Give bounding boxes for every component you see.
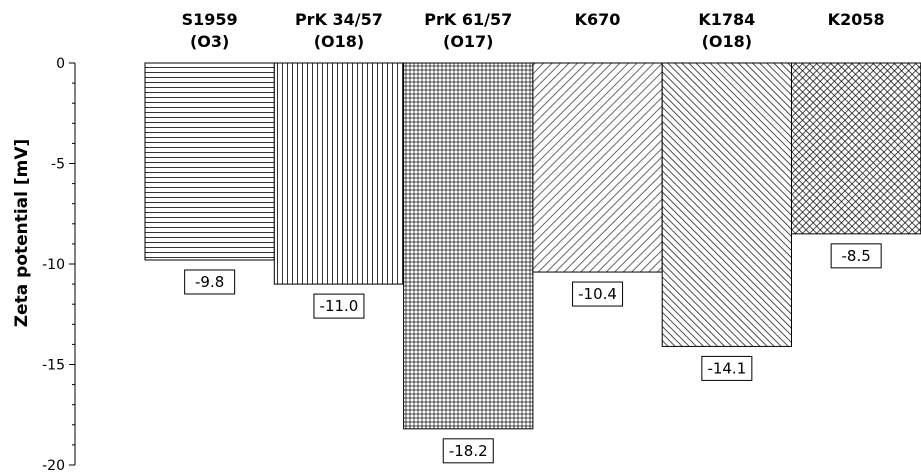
y-tick-label: -5 <box>51 157 65 173</box>
bar <box>273 62 405 285</box>
bar-group: -18.2 <box>403 62 534 464</box>
category-label: PrK 34/57 <box>295 10 383 29</box>
bar-group: -10.4 <box>532 62 663 307</box>
category-label: K2058 <box>828 10 885 29</box>
bar <box>791 62 921 235</box>
y-axis: 0 -5 -10 -15 -20 <box>42 56 76 472</box>
category-labels: S1959 (O3) PrK 34/57 (O18) PrK 61/57 (O17) K67… <box>182 10 885 51</box>
value-label: -10.4 <box>578 285 617 303</box>
bar <box>144 62 275 261</box>
value-label: -8.5 <box>842 247 871 265</box>
category-label: K1784 <box>698 10 755 29</box>
y-tick-label: 0 <box>56 56 65 72</box>
value-label-box <box>830 243 882 269</box>
category-label: S1959 <box>182 10 238 29</box>
value-label-box <box>313 293 365 319</box>
value-label: -9.8 <box>195 273 224 291</box>
value-label: -11.0 <box>320 297 359 315</box>
value-label-box <box>442 438 494 464</box>
y-axis-title: Zeta potential [mV] <box>12 139 32 328</box>
category-label: PrK 61/57 <box>424 10 512 29</box>
bars-group: -9.8 -11.0 -18.2 -10.4 -14.1 -8.5 <box>144 62 921 464</box>
category-label: (O18) <box>702 32 753 51</box>
bar-group: -8.5 <box>791 62 921 269</box>
value-label: -14.1 <box>707 359 746 377</box>
bar-group: -11.0 <box>273 62 405 319</box>
value-label-box <box>701 355 753 381</box>
bar <box>661 62 793 347</box>
category-label: (O3) <box>190 32 229 51</box>
category-label: (O17) <box>443 32 494 51</box>
value-label-box <box>572 281 624 307</box>
bar <box>532 62 663 273</box>
bar-group: -9.8 <box>144 62 275 295</box>
value-label: -18.2 <box>449 442 488 460</box>
y-tick-label: -10 <box>42 257 65 273</box>
y-tick-label: -15 <box>42 358 65 374</box>
bar <box>403 62 534 430</box>
category-label: (O18) <box>314 32 365 51</box>
category-label: K670 <box>575 10 621 29</box>
bar-group: -14.1 <box>661 62 793 381</box>
y-tick-label: -20 <box>42 458 65 472</box>
value-label-box <box>184 269 236 295</box>
